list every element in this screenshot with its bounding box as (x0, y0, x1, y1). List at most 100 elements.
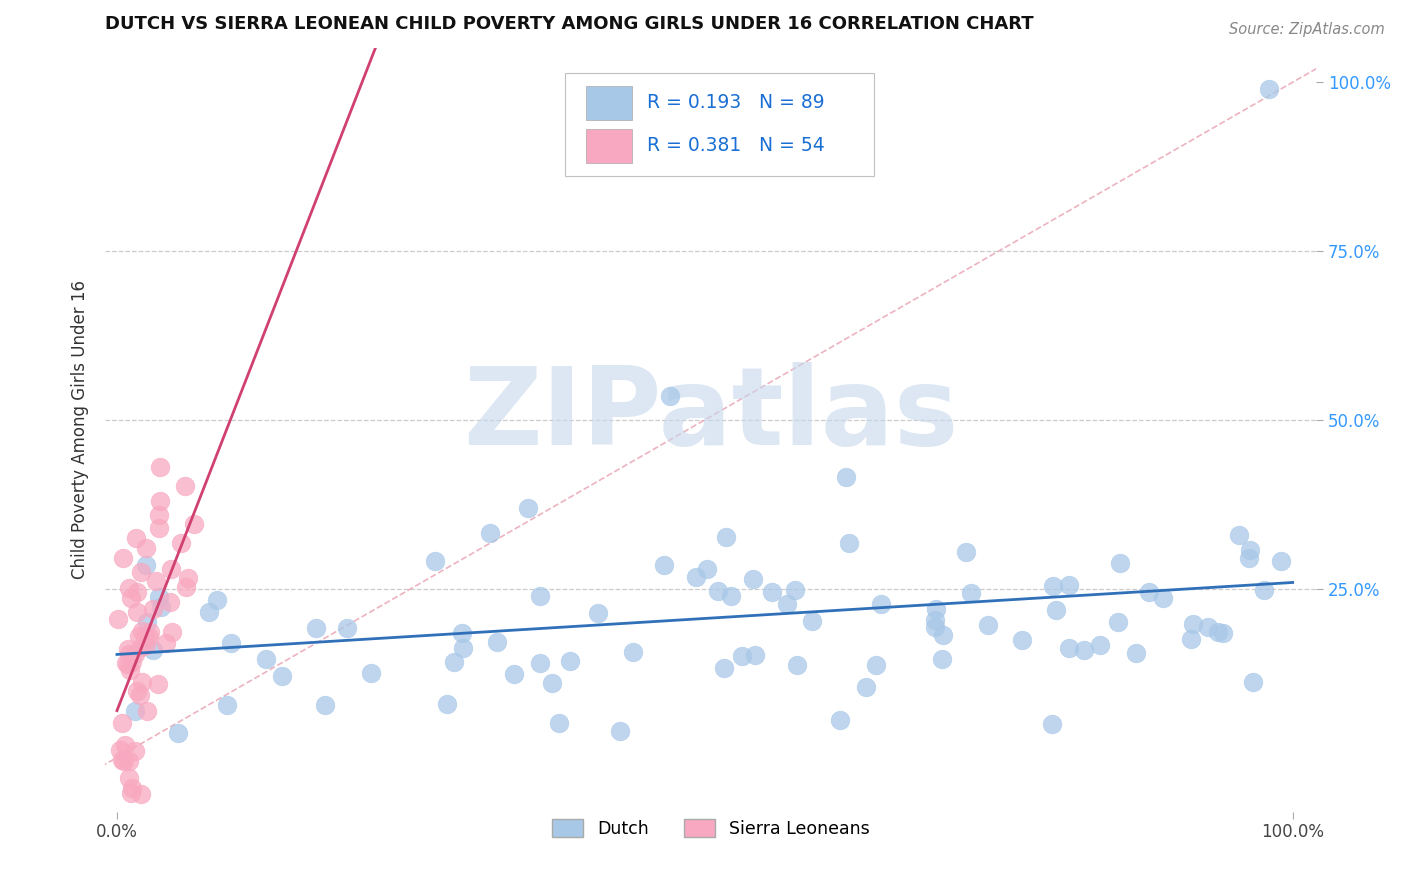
Point (485, 635, 508, 649)
Point (1237, 551, 1260, 566)
Point (135, 639, 157, 653)
FancyBboxPatch shape (565, 73, 875, 176)
Point (148, 677, 170, 691)
Point (741, 572, 763, 586)
Point (977, 618, 1000, 632)
Point (131, 624, 153, 638)
Point (148, 508, 170, 522)
Text: Source: ZipAtlas.com: Source: ZipAtlas.com (1229, 22, 1385, 37)
Point (160, 562, 183, 576)
Point (127, 605, 149, 619)
Point (219, 636, 242, 650)
Point (1270, 554, 1292, 568)
Point (131, 565, 153, 579)
Point (1011, 633, 1033, 648)
Point (1125, 646, 1147, 660)
Point (183, 517, 205, 532)
Point (621, 645, 644, 659)
Point (111, 716, 134, 731)
Text: ZIPatlas: ZIPatlas (463, 362, 959, 467)
Point (128, 629, 150, 643)
Point (835, 470, 858, 484)
Text: N = 54: N = 54 (759, 136, 825, 155)
Point (870, 597, 893, 611)
Point (529, 590, 551, 604)
FancyBboxPatch shape (586, 87, 631, 120)
Point (1180, 632, 1202, 647)
Text: R = 0.193: R = 0.193 (647, 94, 741, 112)
Point (135, 558, 157, 573)
Point (425, 554, 447, 568)
Point (217, 698, 239, 713)
Point (112, 550, 135, 565)
Point (174, 479, 197, 493)
Point (145, 574, 167, 588)
Point (451, 625, 474, 640)
Point (855, 680, 877, 694)
Point (139, 624, 162, 639)
Point (529, 656, 551, 670)
Point (125, 585, 148, 599)
Point (159, 595, 181, 609)
Point (118, 771, 141, 785)
Point (135, 615, 157, 630)
Point (112, 754, 135, 768)
Point (1181, 616, 1204, 631)
Point (658, 389, 681, 403)
Point (149, 459, 172, 474)
Point (959, 586, 981, 600)
Point (609, 723, 631, 738)
Point (125, 531, 148, 545)
Point (270, 669, 292, 683)
Point (785, 582, 807, 597)
Point (335, 621, 357, 635)
Point (135, 541, 157, 555)
Point (654, 558, 676, 572)
Point (207, 592, 229, 607)
Point (1059, 640, 1081, 655)
Point (707, 584, 730, 599)
Point (114, 739, 136, 753)
Point (1243, 674, 1265, 689)
Point (129, 640, 152, 655)
Point (118, 663, 141, 677)
Point (931, 652, 953, 666)
Point (134, 629, 156, 643)
Point (1206, 624, 1229, 639)
Point (1057, 578, 1080, 592)
Point (1088, 639, 1111, 653)
Point (716, 531, 738, 545)
Point (720, 589, 742, 603)
Point (828, 714, 851, 728)
Point (174, 580, 197, 594)
Point (541, 676, 564, 690)
Point (1137, 585, 1160, 599)
Point (1073, 643, 1095, 657)
Point (925, 602, 948, 616)
Point (177, 571, 200, 585)
Point (129, 788, 152, 802)
Point (713, 661, 735, 675)
Point (121, 656, 143, 670)
Legend: Dutch, Sierra Leoneans: Dutch, Sierra Leoneans (546, 812, 876, 845)
Point (107, 612, 129, 626)
Point (149, 600, 172, 615)
Point (1040, 716, 1063, 731)
Point (115, 656, 138, 670)
Point (865, 658, 887, 673)
Point (166, 726, 188, 740)
Point (1253, 582, 1275, 597)
Point (148, 590, 170, 604)
Point (478, 525, 501, 540)
Point (149, 494, 172, 508)
Y-axis label: Child Poverty Among Girls Under 16: Child Poverty Among Girls Under 16 (72, 280, 89, 580)
Point (360, 666, 382, 681)
Point (142, 643, 165, 657)
Point (124, 744, 146, 758)
Point (121, 781, 143, 796)
Point (1042, 579, 1064, 593)
Point (1197, 620, 1219, 634)
Point (131, 675, 153, 690)
Point (170, 535, 193, 549)
Point (129, 688, 152, 702)
